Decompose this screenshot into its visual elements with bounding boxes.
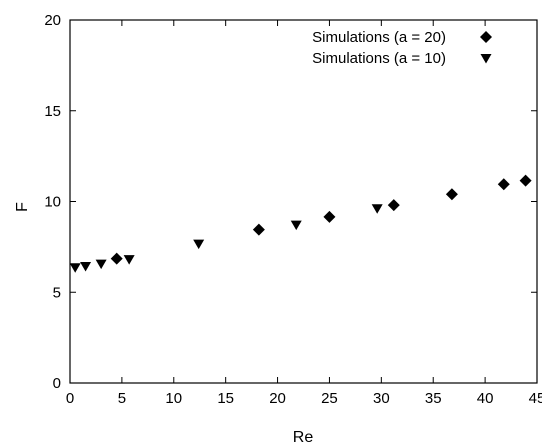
x-tick-label: 40 [477,390,494,407]
legend-label-series-1: Simulations (a = 20) [312,29,446,46]
x-axis-title: Re [293,429,314,446]
legend: Simulations (a = 20) Simulations (a = 10… [312,29,492,67]
triangle-point [193,239,205,250]
triangle-point [290,220,302,231]
axis-ticks [69,19,538,384]
triangle-point [123,255,135,265]
x-tick-label: 30 [373,390,390,407]
triangle-point [95,259,107,270]
x-tick-label: 0 [66,390,74,407]
data-points [69,174,532,273]
y-tick-label: 15 [44,103,61,120]
diamond-point [519,174,532,187]
y-tick-labels: 0 5 10 15 20 [44,12,61,392]
diamond-point [387,199,400,212]
legend-marker-triangle [480,54,492,64]
y-tick-label: 0 [53,375,61,392]
y-axis-title: F [14,202,31,212]
diamond-point [110,252,123,265]
diamond-point [497,178,510,191]
x-tick-label: 35 [425,390,442,407]
diamond-point [445,188,458,201]
x-tick-label: 25 [321,390,338,407]
legend-label-series-2: Simulations (a = 10) [312,50,446,67]
y-tick-label: 5 [53,284,61,301]
x-tick-label: 20 [269,390,286,407]
triangle-point [80,261,92,272]
triangle-point [69,263,81,273]
triangle-point [371,204,383,214]
x-tick-label: 5 [118,390,126,407]
x-tick-labels: 0 5 10 15 20 25 30 35 40 45 [66,390,542,407]
x-tick-label: 45 [529,390,542,407]
x-tick-label: 10 [165,390,182,407]
diamond-point [252,223,265,236]
y-tick-label: 10 [44,194,61,211]
legend-marker-diamond [480,31,492,43]
x-tick-label: 15 [217,390,234,407]
diamond-point [323,210,336,223]
plot-frame [69,19,538,384]
y-tick-label: 20 [44,12,61,29]
